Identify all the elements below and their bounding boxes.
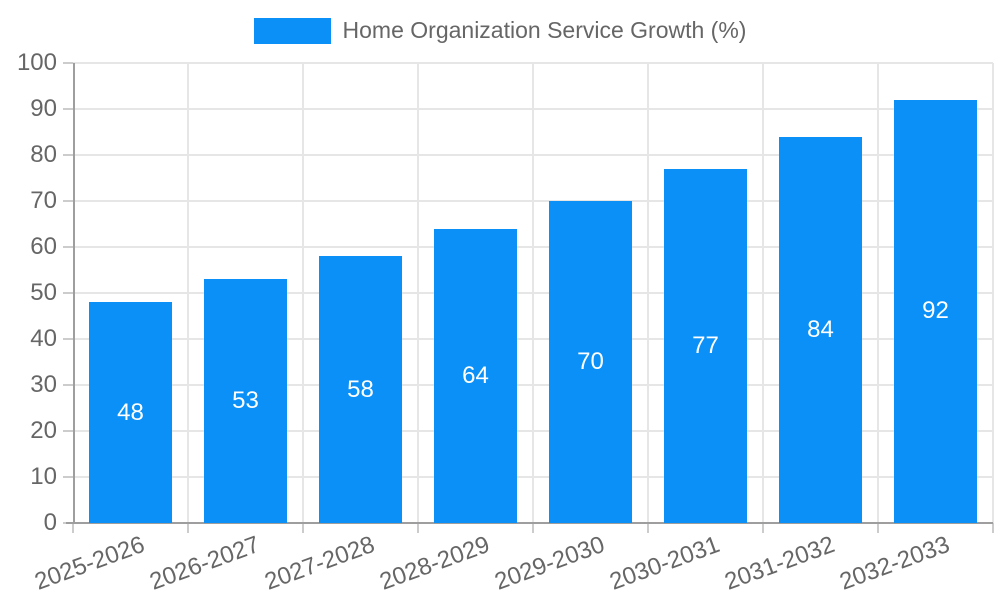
bar-value-label: 92 [922,297,949,325]
bar-value-label: 58 [347,375,374,403]
x-axis-tick-label: 2025-2026 [30,531,148,596]
legend-swatch [253,17,331,44]
x-gridline [647,63,649,523]
x-axis-tick-label: 2032-2033 [835,531,953,596]
bar [779,136,862,523]
y-axis-tick-label: 70 [30,187,57,214]
x-axis-tick [417,523,419,533]
y-axis-tick [63,338,73,340]
y-axis-tick [63,108,73,110]
y-axis-tick-label: 30 [30,371,57,398]
x-gridline [992,63,994,523]
bar-value-label: 53 [232,387,259,415]
y-axis-tick [63,246,73,248]
x-axis-tick-label: 2031-2032 [720,531,838,596]
y-axis-line [73,63,75,523]
x-gridline [877,63,879,523]
chart-legend: Home Organization Service Growth (%) [0,17,1000,44]
x-axis-line [66,522,993,524]
x-gridline [532,63,534,523]
x-axis-tick [72,523,74,533]
bar-value-label: 77 [692,331,719,359]
bar [664,168,747,523]
y-axis-tick-label: 0 [43,509,57,536]
y-axis-tick-label: 20 [30,417,57,444]
y-axis-tick [63,154,73,156]
x-axis-tick [302,523,304,533]
y-axis-tick [63,292,73,294]
bar [89,302,172,523]
x-axis-tick [762,523,764,533]
y-axis-tick-label: 80 [30,141,57,168]
x-axis-tick [877,523,879,533]
y-axis-tick-label: 100 [16,49,57,76]
y-axis-tick [63,476,73,478]
bar-value-label: 48 [117,398,144,426]
x-gridline [302,63,304,523]
bar [894,99,977,523]
y-axis-tick-label: 50 [30,279,57,306]
y-axis-tick [63,384,73,386]
plot-area: 0 10 20 30 40 50 60 70 80 90 100 48 53 58 64 70 77 84 92 20… [17,49,994,596]
bar-value-label: 64 [462,361,489,389]
bar-value-label: 84 [807,315,834,343]
bar [549,201,632,523]
y-axis-tick [63,200,73,202]
x-gridline [187,63,189,523]
x-gridline [417,63,419,523]
y-axis-tick [63,430,73,432]
x-axis-tick-label: 2030-2031 [605,531,723,596]
x-axis-tick-label: 2029-2030 [490,531,608,596]
legend-title: Home Organization Service Growth (%) [342,17,747,43]
x-axis-tick [992,523,994,533]
x-axis-tick [532,523,534,533]
x-axis-tick-label: 2026-2027 [145,531,263,596]
y-axis-tick-label: 40 [30,325,57,352]
x-axis-tick [187,523,189,533]
bar [204,279,287,523]
bar [434,228,517,523]
y-axis-tick-label: 60 [30,233,57,260]
y-axis-tick-label: 90 [30,95,57,122]
bar-value-label: 70 [577,348,604,375]
bar [319,256,402,523]
x-axis-tick-label: 2027-2028 [260,531,378,596]
y-axis-tick-label: 10 [30,463,57,490]
y-axis-tick [63,62,73,65]
x-axis-tick-label: 2028-2029 [375,531,493,596]
x-gridline [762,63,764,523]
x-axis-tick [647,523,649,533]
